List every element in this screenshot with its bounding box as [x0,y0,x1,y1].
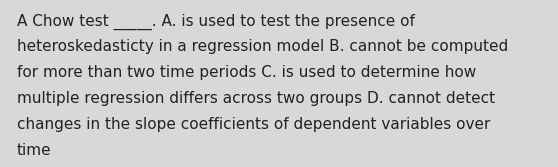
Text: multiple regression differs across two groups D. cannot detect: multiple regression differs across two g… [17,91,495,106]
Text: for more than two time periods C. is used to determine how: for more than two time periods C. is use… [17,65,476,80]
Text: heteroskedasticty in a regression model B. cannot be computed: heteroskedasticty in a regression model … [17,39,508,54]
Text: changes in the slope coefficients of dependent variables over: changes in the slope coefficients of dep… [17,117,490,132]
Text: time: time [17,143,51,158]
Text: A Chow test _____. A. is used to test the presence of: A Chow test _____. A. is used to test th… [17,13,415,30]
